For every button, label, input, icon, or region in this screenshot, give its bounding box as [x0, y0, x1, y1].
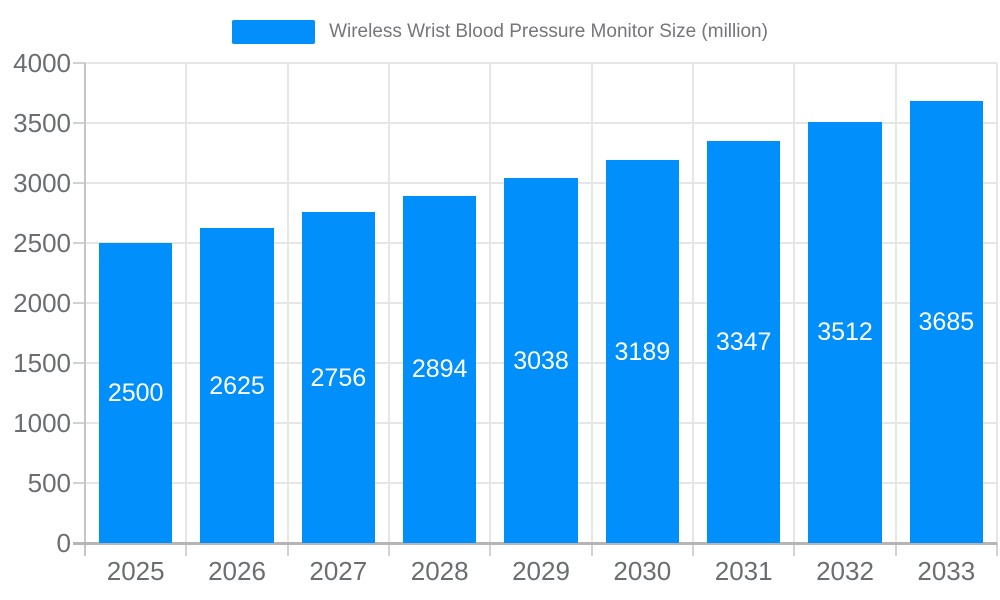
x-axis-tick [185, 543, 188, 556]
x-axis-label: 2027 [309, 556, 368, 586]
bar-2031[interactable] [706, 141, 781, 543]
gridline-h [85, 122, 997, 124]
x-axis-tick [489, 543, 492, 556]
x-axis-label: 2030 [613, 556, 672, 586]
y-axis-tick [73, 182, 85, 184]
x-axis-tick [692, 543, 694, 556]
x-axis-label: 2029 [512, 556, 570, 586]
chart-legend[interactable]: Wireless Wrist Blood Pressure Monitor Si… [0, 18, 1000, 46]
bar-value-label: 3685 [918, 307, 975, 336]
x-axis-line [73, 542, 997, 545]
bar-2025[interactable] [98, 243, 173, 543]
y-axis-label: 4000 [13, 48, 71, 78]
bar-2032[interactable] [808, 121, 882, 543]
y-axis-tick [73, 362, 85, 364]
y-axis-label: 3500 [13, 108, 71, 138]
x-axis-label: 2032 [816, 556, 874, 586]
bar-2026[interactable] [200, 228, 274, 543]
gridline-v [996, 63, 998, 543]
bar-value-label: 2500 [107, 379, 164, 407]
gridline-v [185, 63, 188, 543]
gridline-v [590, 63, 593, 543]
gridline-v [286, 63, 289, 543]
bar-2029[interactable] [504, 178, 578, 543]
gridline-v [793, 63, 796, 543]
legend-marker-icon [232, 20, 316, 44]
bar-value-label: 2625 [209, 371, 265, 400]
bar-2033[interactable] [909, 100, 984, 543]
x-axis-label: 2033 [917, 556, 976, 586]
x-axis-label: 2025 [106, 556, 165, 586]
bar-value-label: 2894 [411, 355, 468, 384]
gridline-h [85, 62, 997, 64]
y-axis-label: 2000 [13, 288, 71, 318]
y-axis-tick [73, 482, 85, 484]
y-axis-tick [73, 422, 85, 424]
x-axis-tick [793, 543, 796, 556]
y-axis-tick [73, 122, 85, 124]
gridline-v [489, 63, 492, 543]
y-axis-tick [73, 302, 85, 304]
x-axis-tick [286, 543, 289, 556]
x-axis-tick [894, 543, 897, 556]
legend-label: Wireless Wrist Blood Pressure Monitor Si… [329, 21, 768, 42]
y-axis-tick [73, 242, 85, 244]
bar-value-label: 2756 [310, 363, 367, 392]
x-axis-tick [388, 543, 390, 556]
bar-value-label: 3038 [513, 346, 569, 375]
bar-2027[interactable] [301, 212, 376, 543]
gridline-v [388, 63, 390, 543]
y-axis-label: 0 [56, 528, 71, 558]
x-axis-label: 2031 [714, 556, 773, 586]
y-axis-label: 2500 [13, 228, 71, 258]
gridline-v [692, 63, 694, 543]
gridline-v [894, 63, 897, 543]
y-axis-label: 1500 [13, 348, 71, 378]
x-axis-tick [590, 543, 593, 556]
bar-value-label: 3189 [614, 337, 671, 366]
y-axis-tick [73, 62, 85, 64]
bar-2028[interactable] [402, 195, 477, 543]
bar-2030[interactable] [605, 160, 680, 543]
bar-value-label: 3512 [817, 318, 873, 347]
y-axis-label: 1000 [13, 408, 71, 438]
x-axis-tick [996, 543, 998, 556]
y-axis-line [84, 63, 86, 556]
bar-value-label: 3347 [715, 328, 772, 357]
y-axis-label: 3000 [13, 168, 71, 198]
x-axis-label: 2026 [208, 556, 266, 586]
x-axis-label: 2028 [410, 556, 469, 586]
y-axis-label: 500 [27, 468, 71, 498]
